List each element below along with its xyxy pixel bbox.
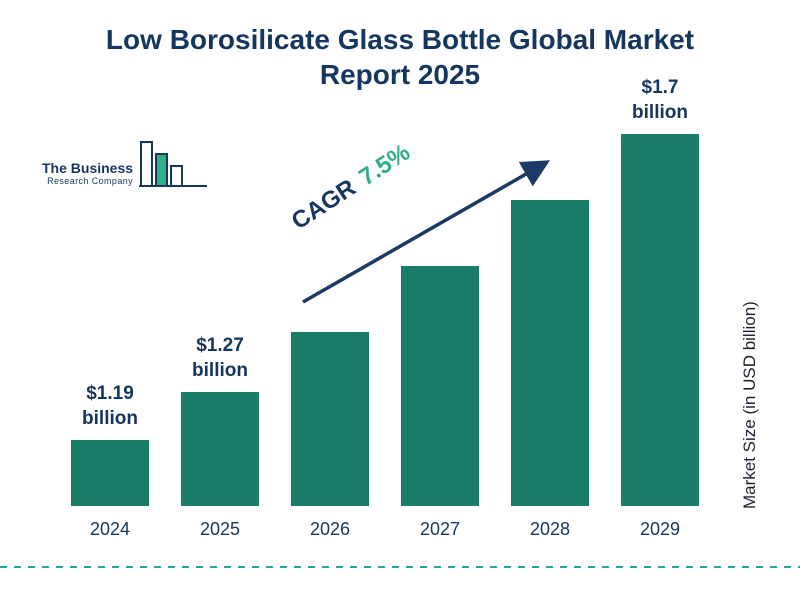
bar-2027	[401, 266, 479, 506]
y-axis-label: Market Size (in USD billion)	[740, 301, 759, 509]
bar-2029	[621, 134, 699, 506]
bottom-divider	[0, 566, 800, 568]
bar-2024	[71, 440, 149, 506]
company-logo: The Business Research Company	[42, 138, 209, 196]
x-axis-tick-label: 2029	[639, 519, 681, 539]
x-axis-tick-label: 2024	[89, 519, 131, 539]
bar-2026	[291, 332, 369, 506]
x-axis-tick-label: 2027	[419, 519, 461, 539]
bar-value-label: $1.7 billion	[632, 76, 688, 124]
bar-value-label: $1.27 billion	[192, 334, 248, 382]
bar-chart: $1.19 billion 2024 $1.27 billion 2025 2026 2027…	[55, 68, 715, 540]
x-axis-tick-label: 2025	[199, 519, 241, 539]
logo-name-line2: Research Company	[47, 176, 134, 186]
bar-column: 2026	[275, 68, 385, 540]
bar-column: 2028	[495, 68, 605, 540]
x-axis-tick-label: 2026	[309, 519, 351, 539]
bar-value-label: $1.19 billion	[82, 382, 138, 430]
bar-column: $1.27 billion 2025	[165, 68, 275, 540]
x-axis-tick-label: 2028	[529, 519, 571, 539]
bar-column: $1.19 billion 2024	[55, 68, 165, 540]
bar-column: 2027	[385, 68, 495, 540]
page-title: Low Borosilicate Glass Bottle Global Mar…	[105, 24, 695, 90]
bar-2028	[511, 200, 589, 506]
logo-name-line1: The Business	[42, 160, 134, 176]
bar-column: $1.7 billion 2029	[605, 68, 715, 540]
bar-2025	[181, 392, 259, 506]
logo-bars-icon	[139, 141, 208, 187]
trend-arrow	[302, 160, 551, 304]
company-logo-text: The Business Research Company	[42, 160, 133, 196]
